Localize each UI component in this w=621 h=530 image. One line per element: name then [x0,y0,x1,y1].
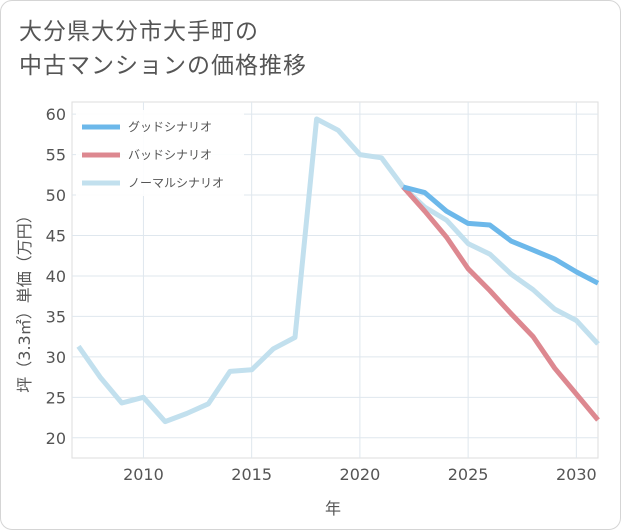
legend-label-0: グッドシナリオ [128,120,212,134]
x-tick-label: 2020 [340,465,381,484]
y-tick-label: 50 [46,186,66,205]
y-tick-label: 20 [46,429,66,448]
series-lines [76,116,600,425]
page-title: 大分県大分市大手町の 中古マンションの価格推移 [19,15,307,83]
y-tick-label: 60 [46,105,66,124]
x-tick-label: 2010 [123,465,164,484]
y-tick-label: 25 [46,388,66,407]
legend-label-1: バッドシナリオ [128,148,212,162]
y-axis-label: 坪（3.3㎡）単価（万円） [15,207,34,392]
y-tick-label: 45 [46,227,66,246]
x-axis-label: 年 [325,499,341,518]
title-line-1: 大分県大分市大手町の [19,19,259,45]
y-tick-label: 30 [46,348,66,367]
y-tick-labels: 20 25 30 35 40 45 50 55 60 [46,105,66,448]
series-line-2 [76,116,600,425]
series-line-0 [402,184,600,286]
y-tick-label: 35 [46,307,66,326]
y-tick-label: 40 [46,267,66,286]
x-tick-label: 2015 [231,465,272,484]
x-tick-label: 2025 [448,465,489,484]
title-line-2: 中古マンションの価格推移 [19,53,307,79]
x-tick-labels: 2010 2015 2020 2025 2030 [123,465,597,484]
x-tick-label: 2030 [556,465,597,484]
legend-label-2: ノーマルシナリオ [128,176,224,190]
y-tick-label: 55 [46,146,66,165]
series-line-1 [401,185,600,422]
